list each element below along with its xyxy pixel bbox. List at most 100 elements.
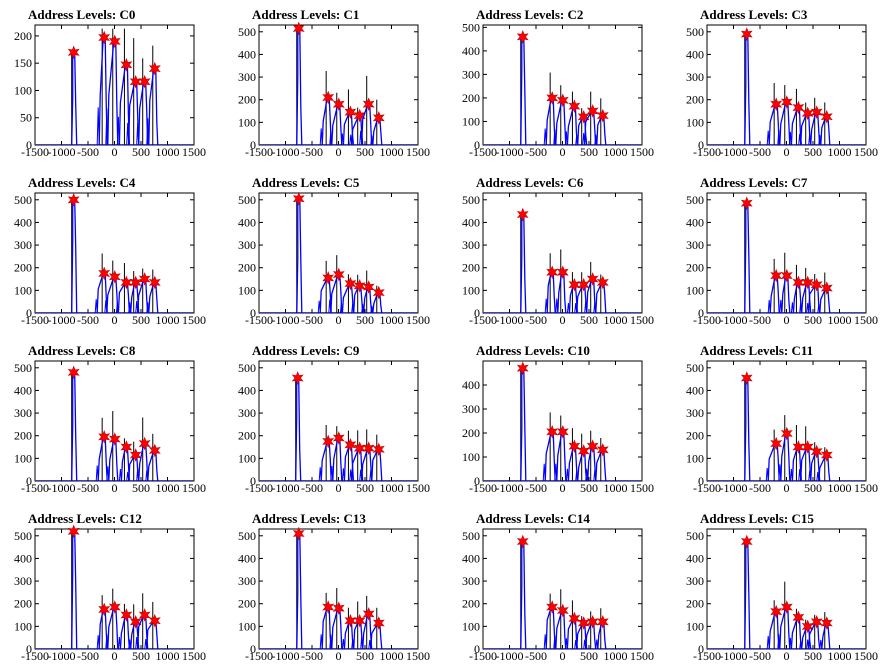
y-tick-label: 300 [462, 238, 480, 252]
chart-title: Address Levels: C1 [252, 7, 359, 22]
x-tick-label: -1000 [272, 145, 300, 159]
x-tick-label: 0 [336, 313, 342, 327]
histogram-shoulder [361, 303, 365, 314]
histogram-peak [295, 377, 302, 482]
peak-marker [770, 97, 783, 112]
y-tick-label: 300 [462, 574, 480, 588]
histogram-shoulder [819, 639, 823, 650]
histogram-shoulder [778, 464, 782, 482]
x-tick-label: -500 [749, 481, 771, 495]
peak-marker [596, 275, 609, 290]
chart-title: Address Levels: C7 [700, 175, 808, 190]
histogram-shoulder [767, 299, 771, 314]
peak-marker [322, 600, 335, 614]
y-tick-label: 300 [462, 67, 480, 81]
histogram-shoulder [349, 134, 353, 146]
histogram-shoulder [593, 470, 597, 482]
peak-marker [98, 429, 111, 444]
histogram-shoulder [319, 634, 323, 650]
histogram-shoulder [128, 639, 132, 650]
x-tick-label: 500 [132, 145, 150, 159]
y-tick-label: 400 [14, 551, 32, 565]
peak-marker [801, 275, 814, 290]
peak-marker [516, 361, 529, 376]
peak-marker [344, 437, 357, 452]
y-tick-label: 0 [474, 306, 480, 320]
x-tick-label: 0 [112, 649, 118, 663]
histogram-shoulder [341, 639, 345, 650]
peak-marker [556, 265, 569, 280]
peak-marker [586, 272, 599, 286]
y-tick-label: 300 [686, 70, 704, 84]
y-tick-label: 100 [238, 619, 256, 633]
y-tick-label: 200 [14, 429, 32, 443]
histogram-peak [97, 436, 108, 482]
peak-marker [98, 30, 111, 45]
peak-marker [120, 608, 133, 622]
x-tick-label: -500 [301, 313, 323, 327]
plot-frame [34, 528, 195, 650]
x-tick-label: -1000 [496, 145, 524, 159]
histogram-shoulder [136, 467, 140, 482]
peak-marker [780, 95, 793, 109]
x-tick-label: 1000 [380, 649, 404, 663]
x-tick-label: 1000 [828, 313, 852, 327]
y-tick-label: 500 [686, 193, 704, 207]
histogram-shoulder [543, 634, 547, 650]
y-tick-label: 0 [474, 474, 480, 488]
peak-marker [516, 29, 529, 44]
x-tick-label: -500 [301, 649, 323, 663]
y-tick-label: 0 [474, 138, 480, 152]
x-tick-label: -500 [77, 313, 99, 327]
histogram-shoulder [818, 135, 822, 146]
y-tick-label: 400 [238, 551, 256, 565]
histogram-shoulder [593, 302, 597, 314]
peak-marker [322, 271, 335, 285]
x-tick-label: 0 [784, 313, 790, 327]
peak-marker [568, 611, 581, 626]
histogram-shoulder [126, 122, 130, 146]
y-tick-label: 50 [20, 111, 32, 125]
x-tick-label: 500 [580, 649, 598, 663]
histogram-shoulder [544, 298, 548, 314]
chart-panel-12: Address Levels: C12 0 100 200 300 400 500 -1500… [14, 511, 206, 663]
x-tick-label: 0 [112, 313, 118, 327]
histogram-shoulder [370, 305, 374, 314]
y-tick-label: 400 [686, 47, 704, 61]
y-tick-label: 500 [686, 361, 704, 375]
x-tick-label: -1500 [693, 481, 721, 495]
y-tick-label: 100 [462, 283, 480, 297]
histogram-shoulder [766, 130, 770, 146]
y-tick-label: 200 [238, 597, 256, 611]
histogram-shoulder [575, 470, 579, 482]
y-tick-label: 100 [14, 283, 32, 297]
y-tick-label: 200 [462, 261, 480, 275]
peak-marker [740, 534, 753, 549]
histogram-shoulder [574, 303, 578, 314]
plot-frame [258, 192, 419, 314]
y-tick-label: 300 [686, 406, 704, 420]
chart-title: Address Levels: C15 [700, 511, 814, 526]
y-tick-label: 400 [238, 383, 256, 397]
peak-marker [362, 280, 375, 294]
peak-marker [322, 434, 335, 449]
y-tick-label: 400 [462, 44, 480, 58]
peak-marker [740, 371, 753, 385]
peak-marker [98, 602, 111, 617]
histogram-shoulder [788, 637, 792, 650]
histogram-shoulder [554, 463, 558, 482]
x-tick-label: 1000 [828, 481, 852, 495]
histogram-shoulder [799, 641, 803, 650]
y-tick-label: 300 [238, 406, 256, 420]
x-tick-label: 1000 [604, 481, 628, 495]
chart-title: Address Levels: C4 [28, 175, 136, 190]
x-tick-label: 1500 [182, 313, 206, 327]
peak-marker [792, 100, 805, 115]
x-tick-label: -500 [77, 649, 99, 663]
y-tick-label: 400 [686, 551, 704, 565]
y-tick-label: 400 [14, 383, 32, 397]
peak-marker [98, 266, 111, 281]
x-tick-label: 1500 [630, 481, 654, 495]
plot-frame [482, 360, 643, 482]
peak-marker [596, 614, 609, 629]
